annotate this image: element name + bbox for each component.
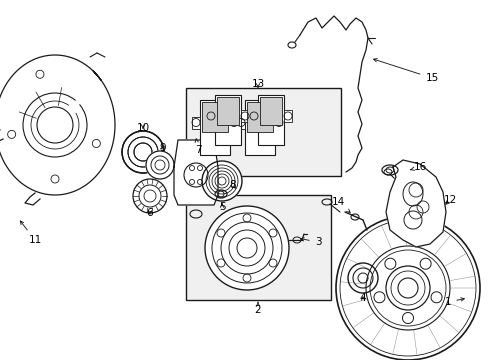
Circle shape (373, 292, 384, 303)
Text: 13: 13 (251, 79, 264, 89)
Circle shape (122, 131, 163, 173)
Text: 11: 11 (20, 221, 41, 245)
Bar (217, 97, 239, 125)
Text: 14: 14 (331, 197, 349, 212)
Polygon shape (0, 55, 115, 195)
Bar (185, 88, 340, 176)
Bar (192, 117, 200, 129)
Text: 5: 5 (218, 202, 225, 212)
Bar (244, 100, 274, 155)
Text: 16: 16 (409, 162, 426, 172)
Text: 1: 1 (444, 297, 463, 307)
Bar (206, 110, 215, 122)
Bar (284, 110, 291, 122)
Bar (202, 102, 227, 132)
Circle shape (384, 258, 395, 269)
Text: 10: 10 (136, 123, 149, 133)
Bar (246, 102, 272, 132)
Text: 9: 9 (160, 143, 166, 153)
Circle shape (419, 258, 430, 269)
Bar (215, 95, 241, 145)
Circle shape (335, 216, 479, 360)
Bar (258, 95, 284, 145)
Bar (237, 117, 244, 129)
Circle shape (146, 151, 174, 179)
Polygon shape (385, 160, 445, 247)
Text: 2: 2 (254, 302, 261, 315)
Bar (185, 195, 330, 300)
Bar (274, 117, 283, 129)
Text: 8: 8 (229, 180, 236, 190)
Text: 15: 15 (373, 59, 438, 83)
Circle shape (204, 206, 288, 290)
Text: 4: 4 (359, 293, 366, 303)
Circle shape (133, 179, 167, 213)
Text: 3: 3 (300, 237, 321, 247)
Polygon shape (174, 140, 218, 205)
Bar (249, 110, 258, 122)
Bar (241, 110, 248, 122)
Circle shape (430, 292, 441, 303)
Text: 12: 12 (443, 195, 456, 205)
Bar (200, 100, 229, 155)
Bar (260, 97, 282, 125)
Circle shape (402, 312, 413, 324)
Text: 7: 7 (194, 139, 201, 155)
Circle shape (202, 161, 242, 201)
Bar (229, 117, 238, 129)
Circle shape (347, 263, 377, 293)
Text: 6: 6 (146, 208, 153, 218)
